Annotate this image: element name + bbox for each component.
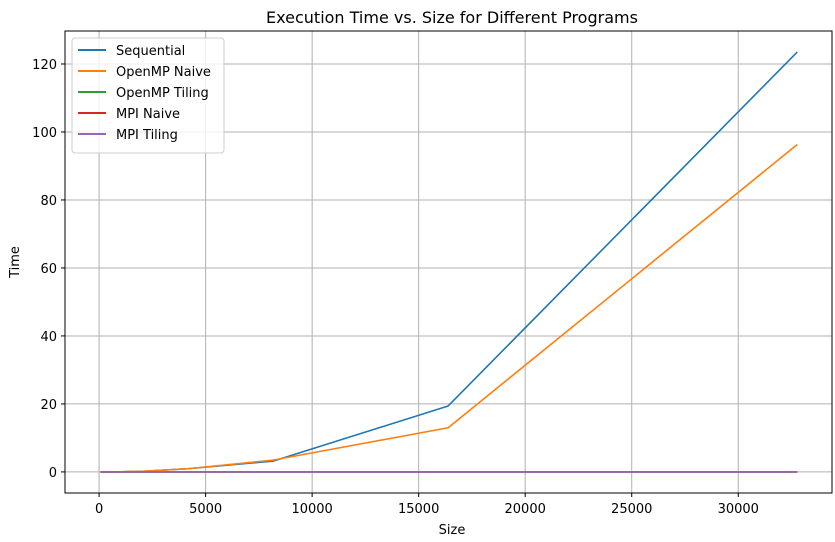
y-tick-label: 120 <box>32 58 57 73</box>
legend-box <box>71 37 225 154</box>
x-tick-label: 5000 <box>189 502 222 517</box>
legend-label: OpenMP Tiling <box>116 86 209 101</box>
chart-title: Execution Time vs. Size for Different Pr… <box>266 8 638 27</box>
x-tick-label: 25000 <box>611 502 652 517</box>
axis-ticks: 0 5000 10000 15000 20000 25000 30000 0 20 40 60 80 1… <box>32 58 759 517</box>
y-axis-label: Time <box>8 246 23 279</box>
y-tick-label: 40 <box>40 330 57 345</box>
x-tick-label: 0 <box>95 502 103 517</box>
legend-label: Sequential <box>116 44 185 59</box>
legend-label: MPI Tiling <box>116 128 178 143</box>
y-tick-label: 80 <box>40 194 57 209</box>
x-tick-label: 15000 <box>398 502 439 517</box>
y-tick-label: 0 <box>49 466 57 481</box>
legend-label: OpenMP Naive <box>116 65 211 80</box>
plot-area-frame <box>64 30 833 494</box>
x-axis-label: Size <box>439 523 466 538</box>
y-tick-label: 60 <box>40 262 57 277</box>
x-tick-label: 20000 <box>505 502 546 517</box>
y-tick-label: 100 <box>32 126 57 141</box>
x-tick-label: 10000 <box>291 502 332 517</box>
legend: Sequential OpenMP Naive OpenMP Tiling MPI N… <box>71 37 225 154</box>
x-tick-label: 30000 <box>718 502 759 517</box>
y-tick-label: 20 <box>40 398 57 413</box>
series-lines <box>100 51 798 473</box>
legend-label: MPI Naive <box>116 107 180 122</box>
